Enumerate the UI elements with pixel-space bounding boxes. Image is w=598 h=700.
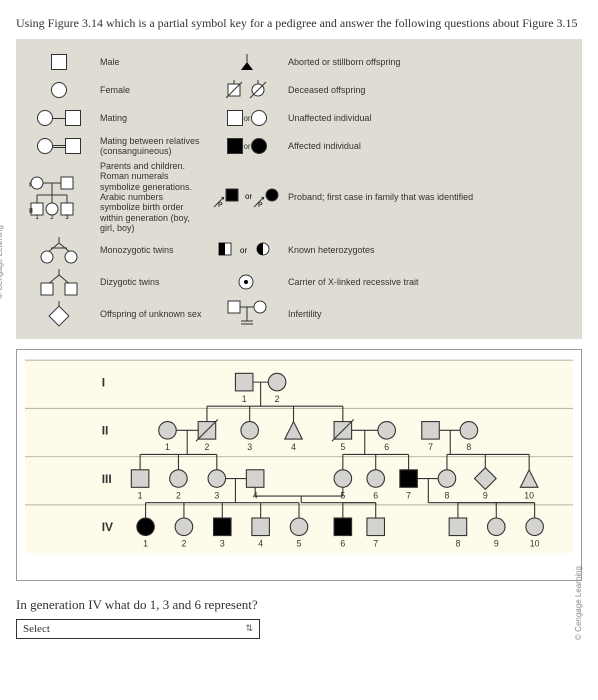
key-label: Aborted or stillborn offspring [288,57,574,67]
svg-text:1: 1 [242,394,247,404]
svg-text:3: 3 [214,491,219,501]
svg-text:1: 1 [138,491,143,501]
svg-text:2: 2 [275,394,280,404]
answer-select[interactable]: Select ⇅ [16,619,260,639]
key-label: Deceased offspring [288,85,574,95]
svg-text:2: 2 [50,215,54,219]
key-label: Male [100,57,204,67]
question-text: In generation IV what do 1, 3 and 6 repr… [16,597,582,613]
key-label: Proband; first case in family that was i… [288,192,574,202]
instruction: Using Figure 3.14 which is a partial sym… [16,16,582,31]
key-label: Affected individual [288,141,574,151]
svg-text:6: 6 [384,442,389,452]
key-label: Mating between relatives (consanguineous… [100,136,204,157]
svg-text:9: 9 [494,539,499,549]
svg-text:1: 1 [143,539,148,549]
svg-text:2: 2 [176,491,181,501]
svg-text:6: 6 [340,539,345,549]
key-label: Unaffected individual [288,113,574,123]
svg-text:I: I [102,376,105,390]
svg-text:II: II [29,208,33,215]
svg-text:3: 3 [65,215,69,219]
key-label: Parents and children. Roman numerals sym… [100,161,204,233]
svg-text:4: 4 [258,539,263,549]
svg-text:8: 8 [466,442,471,452]
svg-text:3: 3 [220,539,225,549]
svg-text:P: P [218,202,223,209]
svg-text:5: 5 [297,539,302,549]
credit-text: © Cengage Learning [574,566,583,640]
svg-text:or: or [245,192,252,201]
key-label: Monozygotic twins [100,245,204,255]
svg-text:1: 1 [35,215,39,219]
pedigree-figure: IIIIIIIV12123456781234567891012345678910… [16,349,582,580]
svg-text:4: 4 [291,442,296,452]
svg-text:7: 7 [373,539,378,549]
key-label: Mating [100,113,204,123]
svg-text:9: 9 [483,491,488,501]
svg-text:I: I [29,182,31,189]
svg-text:3: 3 [247,442,252,452]
chevron-updown-icon: ⇅ [245,623,253,634]
key-label: Female [100,85,204,95]
svg-text:4: 4 [253,491,258,501]
svg-text:6: 6 [373,491,378,501]
svg-text:10: 10 [524,491,534,501]
svg-text:III: III [102,472,112,486]
svg-text:1: 1 [165,442,170,452]
svg-text:P: P [258,202,263,209]
svg-text:2: 2 [181,539,186,549]
svg-text:10: 10 [530,539,540,549]
svg-text:7: 7 [428,442,433,452]
svg-text:5: 5 [340,442,345,452]
svg-text:2: 2 [205,442,210,452]
key-label: Infertility [288,309,574,319]
svg-text:8: 8 [445,491,450,501]
key-label: Offspring of unknown sex [100,309,204,319]
key-label: Dizygotic twins [100,277,204,287]
svg-text:II: II [102,424,109,438]
svg-text:IV: IV [102,521,113,535]
svg-text:8: 8 [455,539,460,549]
svg-text:or: or [240,246,247,255]
key-label: Known heterozygotes [288,245,574,255]
credit-text: © Cengage Learning [0,225,4,299]
symbol-key-figure: © Cengage Learning MaleAborted or stillb… [16,39,582,339]
svg-text:5: 5 [340,491,345,501]
svg-text:7: 7 [406,491,411,501]
key-label: Carrier of X-linked recessive trait [288,277,574,287]
select-placeholder: Select [23,623,50,635]
